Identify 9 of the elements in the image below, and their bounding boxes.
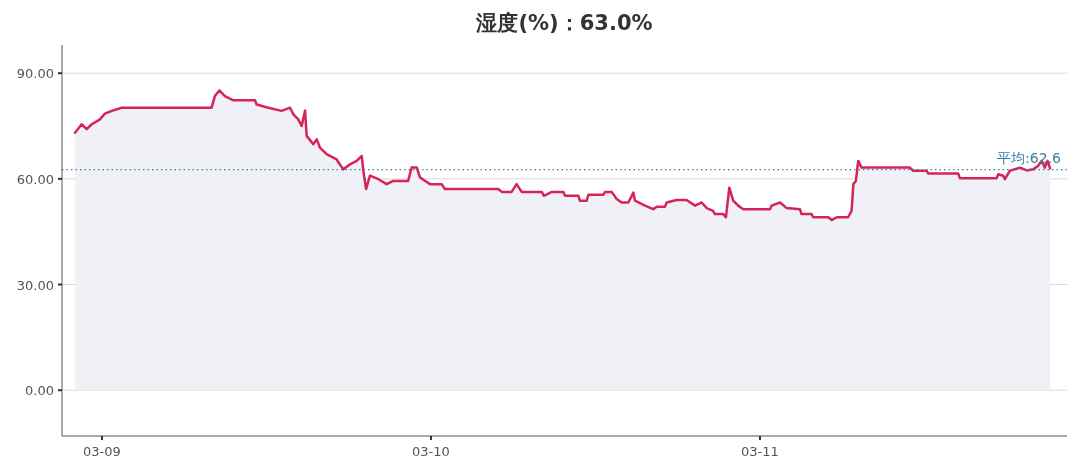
y-tick-label: 60.00 [16, 171, 54, 187]
x-tick-label: 03-10 [412, 444, 450, 459]
x-tick-label: 03-11 [741, 444, 779, 459]
x-tick-label: 03-09 [83, 444, 121, 459]
y-tick-label: 30.00 [16, 277, 54, 293]
chart-title: 湿度(%)：63.0% [475, 11, 653, 35]
ref-line-label: 平均:62.6 [997, 149, 1062, 166]
y-tick-label: 0.00 [25, 383, 54, 399]
y-tick-label: 90.00 [16, 66, 54, 82]
